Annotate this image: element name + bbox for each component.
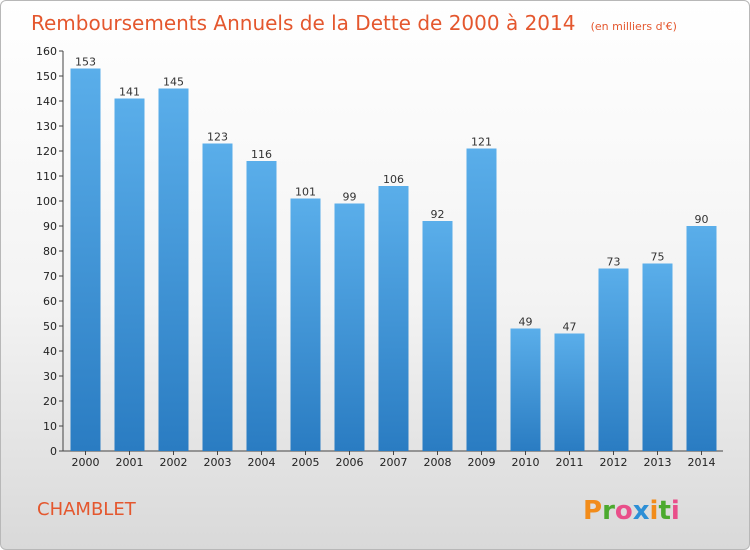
logo-letter: x	[633, 496, 650, 526]
y-tick-label: 150	[36, 70, 57, 83]
data-label: 99	[343, 191, 357, 204]
data-label: 106	[383, 173, 404, 186]
x-tick-label: 2011	[556, 456, 584, 469]
x-tick-label: 2007	[380, 456, 408, 469]
bar	[642, 263, 673, 451]
y-tick-label: 80	[43, 245, 57, 258]
x-tick-label: 2014	[688, 456, 716, 469]
y-tick-label: 130	[36, 120, 57, 133]
x-tick-label: 2009	[468, 456, 496, 469]
proxiti-logo: Proxiti	[583, 496, 680, 526]
x-tick-label: 2006	[336, 456, 364, 469]
data-label: 123	[207, 131, 228, 144]
bar	[158, 88, 189, 451]
logo-letter: o	[615, 496, 633, 526]
chart-title: Remboursements Annuels de la Dette de 20…	[31, 11, 677, 35]
data-label: 116	[251, 148, 272, 161]
bar	[686, 226, 717, 451]
data-label: 153	[75, 56, 96, 69]
data-label: 101	[295, 186, 316, 199]
data-label: 121	[471, 136, 492, 149]
y-tick-label: 40	[43, 345, 57, 358]
y-tick-label: 30	[43, 370, 57, 383]
logo-letter: i	[671, 496, 680, 526]
bar	[114, 98, 145, 451]
data-label: 145	[163, 76, 184, 89]
y-tick-label: 20	[43, 395, 57, 408]
bar	[378, 186, 409, 451]
data-label: 90	[695, 213, 709, 226]
y-tick-label: 70	[43, 270, 57, 283]
logo-letter: P	[583, 496, 602, 526]
x-tick-label: 2004	[248, 456, 276, 469]
y-tick-label: 110	[36, 170, 57, 183]
y-tick-label: 140	[36, 95, 57, 108]
bar	[598, 268, 629, 451]
x-tick-label: 2005	[292, 456, 320, 469]
bar	[510, 328, 541, 451]
x-tick-label: 2013	[644, 456, 672, 469]
y-tick-label: 10	[43, 420, 57, 433]
bar	[422, 221, 453, 451]
y-tick-label: 60	[43, 295, 57, 308]
bar	[70, 68, 101, 451]
bar	[290, 198, 321, 451]
logo-letter: t	[658, 496, 670, 526]
bar	[554, 333, 585, 451]
bar	[202, 143, 233, 451]
bar	[246, 161, 277, 451]
data-label: 75	[651, 251, 665, 264]
bars-group: 153 141 145 123 116 101 99 106 92 121 49 47 73 75 90	[70, 56, 717, 451]
data-label: 49	[519, 316, 533, 329]
x-tick-label: 2001	[116, 456, 144, 469]
data-label: 73	[607, 256, 621, 269]
y-tick-label: 0	[50, 445, 57, 458]
y-tick-label: 160	[36, 45, 57, 58]
x-tick-label: 2003	[204, 456, 232, 469]
y-tick-label: 50	[43, 320, 57, 333]
x-tick-label: 2012	[600, 456, 628, 469]
x-tick-label: 2002	[160, 456, 188, 469]
y-tick-labels: 0 10 20 30 40 50 60 70 80 90 100 110 120 130 140 150 160	[36, 45, 57, 458]
y-tick-label: 100	[36, 195, 57, 208]
data-label: 141	[119, 86, 140, 99]
y-tick-label: 90	[43, 220, 57, 233]
bar	[334, 203, 365, 451]
place-name: CHAMBLET	[37, 499, 137, 520]
bar	[466, 148, 497, 451]
x-tick-labels: 2000 2001 2002 2003 2004 2005 2006 2007 2008 2009…	[72, 456, 716, 469]
y-tick-label: 120	[36, 145, 57, 158]
data-label: 92	[431, 208, 445, 221]
x-tick-label: 2010	[512, 456, 540, 469]
x-tick-label: 2008	[424, 456, 452, 469]
data-label: 47	[563, 321, 577, 334]
x-tick-label: 2000	[72, 456, 100, 469]
logo-letter: i	[650, 496, 659, 526]
logo-letter: r	[602, 496, 615, 526]
